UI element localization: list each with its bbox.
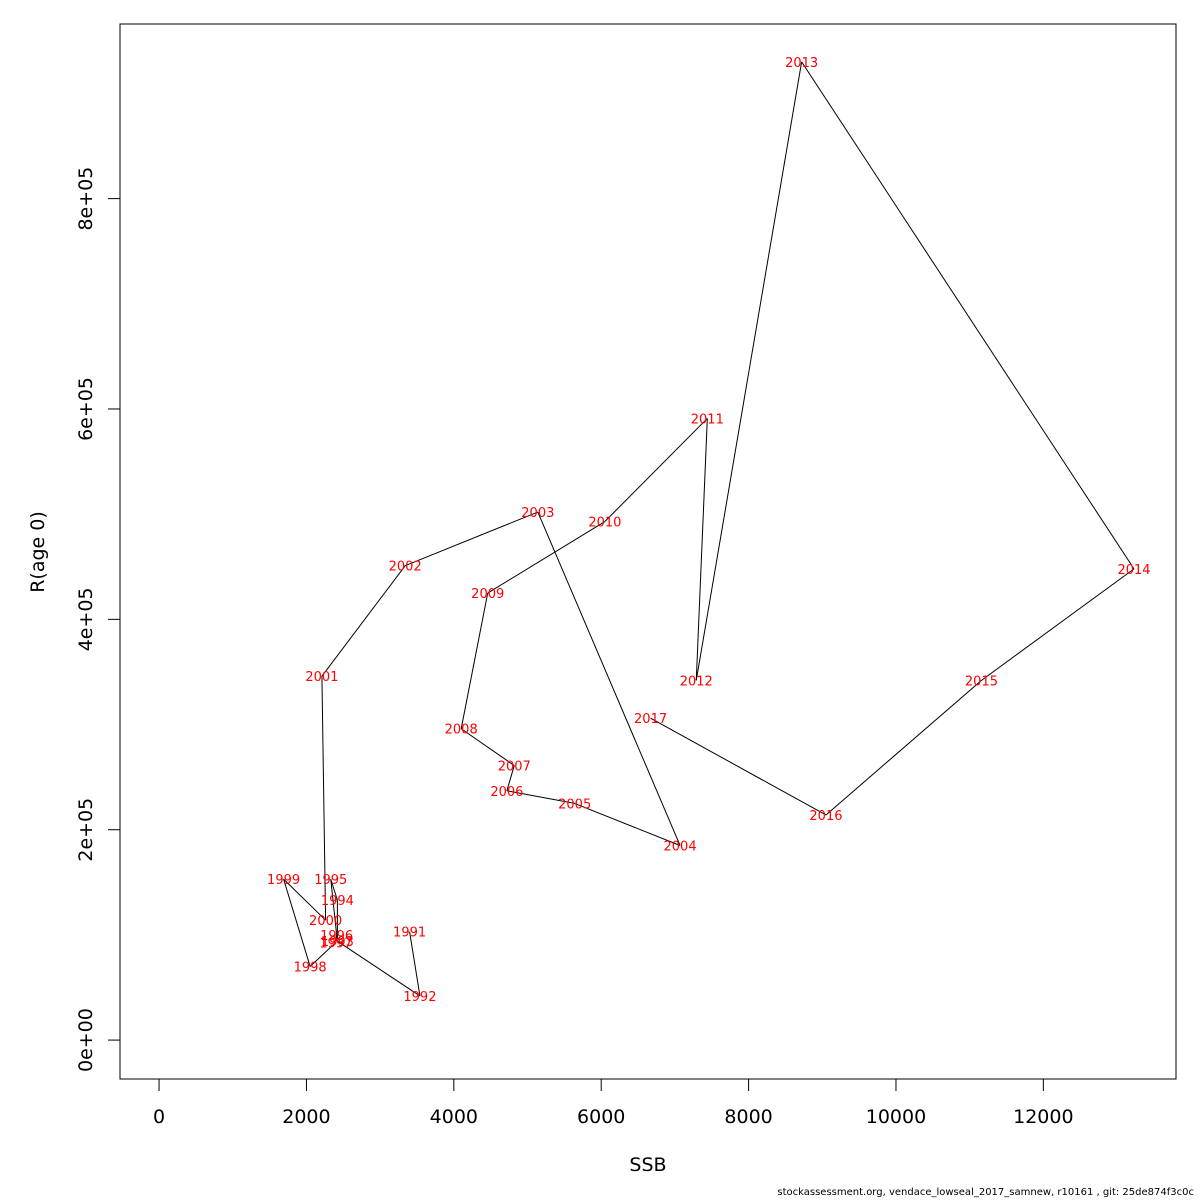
x-axis-title: SSB xyxy=(629,1154,666,1176)
year-label-1996: 1996 xyxy=(320,929,353,944)
trajectory-layer xyxy=(283,61,1135,997)
trajectory-segment-2015-2016 xyxy=(825,679,982,816)
year-label-2011: 2011 xyxy=(691,412,724,427)
x-tick-label: 4000 xyxy=(430,1106,478,1128)
y-tick-label: 8e+05 xyxy=(75,167,97,231)
trajectory-segment-2012-2013 xyxy=(695,61,803,681)
year-label-1992: 1992 xyxy=(403,990,436,1005)
year-label-1998: 1998 xyxy=(294,960,327,975)
trajectory-segment-1996-1997 xyxy=(335,934,338,943)
year-label-1991: 1991 xyxy=(393,926,426,941)
year-label-2013: 2013 xyxy=(785,56,818,71)
trajectory-segment-2011-2012 xyxy=(695,418,708,681)
footer-credit: stockassessment.org, vendace_lowseal_201… xyxy=(777,1187,1194,1198)
x-tick-label: 0 xyxy=(153,1106,165,1128)
year-label-1995: 1995 xyxy=(314,873,347,888)
trajectory-segment-2005-2006 xyxy=(506,790,575,804)
year-label-2017: 2017 xyxy=(634,712,667,727)
year-label-2008: 2008 xyxy=(445,723,478,738)
trajectory-segment-2013-2014 xyxy=(801,61,1135,570)
year-label-2003: 2003 xyxy=(521,506,554,521)
trajectory-segment-1998-1999 xyxy=(283,879,311,967)
y-axis: 0e+00 2e+05 4e+05 6e+05 8e+05 xyxy=(75,167,121,1072)
trajectory-segment-2009-2010 xyxy=(487,521,606,594)
year-label-1999: 1999 xyxy=(267,873,300,888)
x-tick-label: 10000 xyxy=(866,1106,926,1128)
trajectory-segment-2000-2001 xyxy=(321,676,327,921)
trajectory-segment-2006-2007 xyxy=(506,765,515,791)
year-label-2004: 2004 xyxy=(664,839,697,854)
year-label-2010: 2010 xyxy=(588,516,621,531)
trajectory-segment-1991-1992 xyxy=(409,931,421,996)
year-label-2006: 2006 xyxy=(490,785,523,800)
trajectory-segment-1994-1995 xyxy=(330,878,338,901)
year-label-1997: 1997 xyxy=(319,936,352,951)
trajectory-segment-2002-2003 xyxy=(404,511,539,567)
year-label-2001: 2001 xyxy=(305,670,338,685)
trajectory-segment-1995-1996 xyxy=(330,879,338,935)
year-label-1993: 1993 xyxy=(321,935,354,950)
x-tick-label: 8000 xyxy=(724,1106,772,1128)
plot-frame xyxy=(119,23,1177,1080)
x-tick-label: 12000 xyxy=(1013,1106,1073,1128)
year-label-2014: 2014 xyxy=(1117,563,1150,578)
year-label-1994: 1994 xyxy=(321,894,354,909)
y-tick-label: 6e+05 xyxy=(75,377,97,441)
y-tick-label: 0e+00 xyxy=(75,1008,97,1072)
y-axis-title: R(age 0) xyxy=(27,511,49,593)
trajectory-segment-2004-2005 xyxy=(574,802,681,846)
year-label-2015: 2015 xyxy=(965,674,998,689)
x-tick-label: 6000 xyxy=(577,1106,625,1128)
trajectory-segment-2001-2002 xyxy=(321,565,406,677)
trajectory-segment-2007-2008 xyxy=(460,728,515,766)
trajectory-segment-1992-1993 xyxy=(337,940,421,997)
year-label-2012: 2012 xyxy=(680,674,713,689)
trajectory-segment-2010-2011 xyxy=(604,418,708,522)
trajectory-segment-2003-2004 xyxy=(537,511,681,846)
y-tick-label: 2e+05 xyxy=(75,798,97,862)
trajectory-segment-2014-2015 xyxy=(981,568,1135,681)
year-label-2016: 2016 xyxy=(809,809,842,824)
year-label-2002: 2002 xyxy=(389,560,422,575)
year-label-2000: 2000 xyxy=(309,914,342,929)
year-label-2007: 2007 xyxy=(498,760,531,775)
trajectory-segment-1999-2000 xyxy=(283,878,326,921)
trajectory-segment-1997-1998 xyxy=(309,941,337,967)
x-axis: 0 2000 4000 6000 8000 10000 12000 xyxy=(153,1078,1074,1128)
x-tick-label: 2000 xyxy=(282,1106,330,1128)
y-tick-label: 4e+05 xyxy=(75,587,97,651)
trajectory-segment-2016-2017 xyxy=(650,717,827,816)
year-label-2009: 2009 xyxy=(471,587,504,602)
trajectory-segment-2008-2009 xyxy=(460,592,489,729)
year-label-2005: 2005 xyxy=(558,797,591,812)
